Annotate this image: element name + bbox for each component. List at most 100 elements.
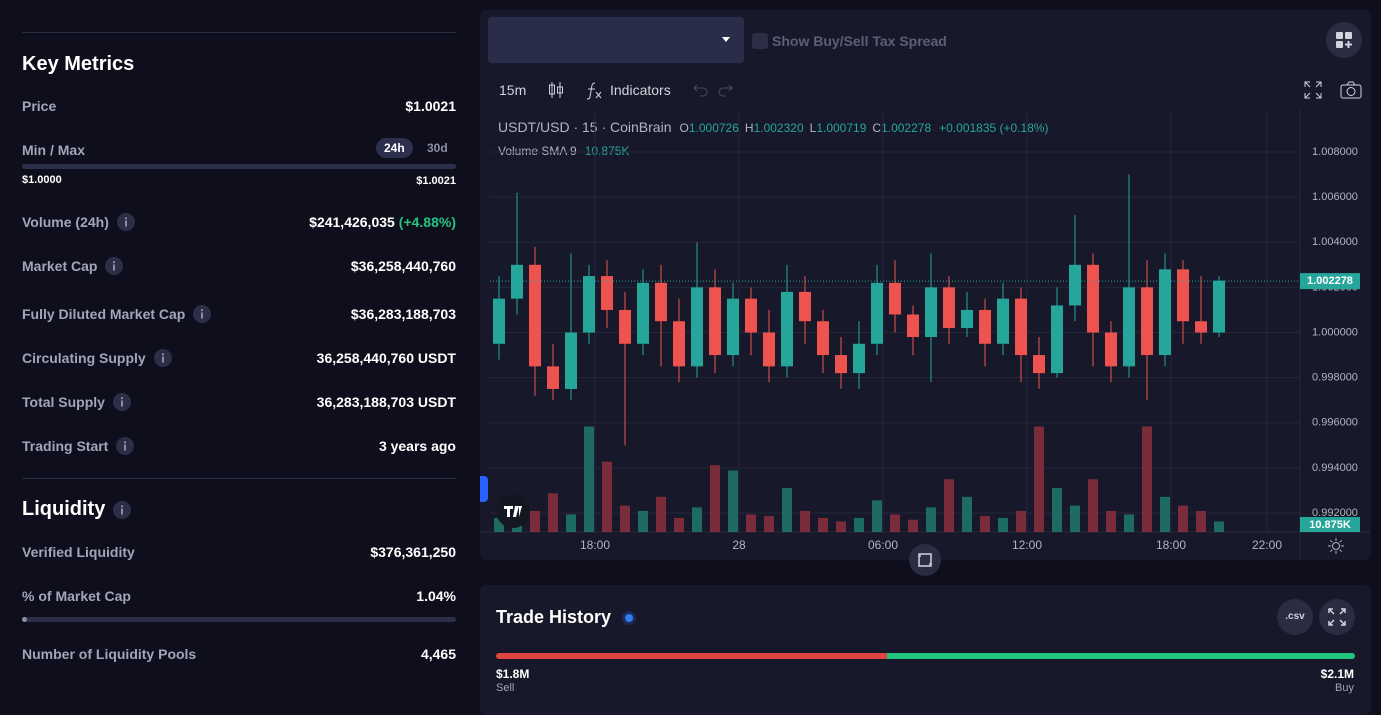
candle-body bbox=[691, 287, 703, 367]
candle-body bbox=[907, 314, 919, 338]
candle-body bbox=[835, 355, 847, 374]
volume-bar bbox=[1178, 505, 1188, 532]
screenshot-button[interactable] bbox=[1340, 80, 1362, 100]
metric-label: Verified Liquidity bbox=[22, 544, 135, 560]
volume-bar bbox=[656, 496, 666, 532]
volume-bar bbox=[998, 517, 1008, 532]
pair-dropdown[interactable] bbox=[488, 17, 744, 63]
indicator-name: Volume SMA 9 bbox=[498, 144, 577, 158]
undo-redo[interactable] bbox=[690, 82, 736, 98]
metric-value: $1.0021 bbox=[405, 98, 456, 114]
metric-row: Total Supply 36,283,188,703 USDT bbox=[22, 391, 456, 413]
buy-value: $2.1M bbox=[1320, 667, 1354, 681]
candle-body bbox=[1087, 264, 1099, 333]
buy-label: Buy bbox=[1335, 682, 1354, 694]
volume-bar bbox=[782, 488, 792, 532]
volume-bar bbox=[530, 510, 540, 532]
fx-icon[interactable] bbox=[585, 80, 605, 100]
fullscreen-button[interactable] bbox=[1303, 80, 1323, 100]
volume-bar bbox=[728, 470, 738, 532]
candle-body bbox=[1141, 287, 1153, 356]
candle-body bbox=[817, 321, 829, 356]
candle-body bbox=[727, 298, 739, 356]
metric-row: Verified Liquidity $376,361,250 bbox=[22, 541, 456, 563]
candle-body bbox=[709, 287, 721, 356]
checkbox-label[interactable]: Show Buy/Sell Tax Spread bbox=[772, 33, 947, 49]
x-tick-label: 06:00 bbox=[868, 538, 898, 552]
volume-bar bbox=[836, 521, 846, 532]
metric-label: Volume (24h) bbox=[22, 214, 109, 230]
range-tab[interactable]: 24h bbox=[376, 138, 413, 158]
metric-value: 36,258,440,760 USDT bbox=[316, 350, 456, 366]
info-icon[interactable] bbox=[116, 437, 135, 455]
volume-bar bbox=[926, 507, 936, 532]
ohlc-key: H bbox=[744, 121, 754, 135]
y-tick-label: 1.004000 bbox=[1312, 236, 1358, 248]
last-price-label: 1.002278 bbox=[1307, 275, 1353, 287]
volume-bar bbox=[872, 500, 882, 532]
metric-label: Circulating Supply bbox=[22, 350, 146, 366]
metric-label: Min / Max bbox=[22, 142, 86, 158]
volume-bar bbox=[1124, 514, 1134, 532]
metric-row: Trading Start 3 years ago bbox=[22, 435, 456, 457]
reset-button[interactable] bbox=[909, 544, 941, 576]
buy-sell-bar bbox=[496, 653, 1355, 659]
ohlc-item: H1.002320 bbox=[745, 121, 804, 135]
y-tick-label: 1.006000 bbox=[1312, 191, 1358, 203]
ohlc-item: O1.000726 bbox=[680, 121, 739, 135]
separator bbox=[22, 478, 456, 479]
add-widget-button[interactable] bbox=[1326, 22, 1362, 58]
share-bar bbox=[22, 617, 456, 622]
live-dot bbox=[622, 611, 636, 625]
volume-bar bbox=[692, 507, 702, 532]
info-icon[interactable] bbox=[116, 213, 135, 231]
volume-bar bbox=[800, 510, 810, 532]
ohlc-value: 1.002320 bbox=[753, 121, 804, 135]
volume-bar bbox=[890, 514, 900, 532]
symbol: USDT/USD · 15 · CoinBrain bbox=[498, 119, 672, 135]
info-icon[interactable] bbox=[153, 349, 172, 367]
candle-body bbox=[1105, 332, 1117, 367]
candle-body bbox=[547, 366, 559, 389]
volume-bar bbox=[908, 519, 918, 532]
interval-button[interactable]: 15m bbox=[499, 82, 527, 98]
volume-bar bbox=[566, 514, 576, 532]
ohlc-item: L1.000719 bbox=[810, 121, 867, 135]
csv-button[interactable]: .csv bbox=[1277, 599, 1313, 635]
x-tick-label: 18:00 bbox=[1156, 538, 1186, 552]
info-icon[interactable] bbox=[112, 393, 131, 411]
candle-body bbox=[1159, 269, 1171, 356]
volume-bar bbox=[854, 517, 864, 532]
checkbox[interactable] bbox=[752, 33, 768, 49]
candle-body bbox=[943, 287, 955, 328]
volume-bar bbox=[584, 426, 594, 532]
candle-body bbox=[601, 276, 613, 310]
metric-value: $36,283,188,703 bbox=[350, 306, 456, 322]
expand-button[interactable] bbox=[1319, 599, 1355, 635]
candle-body bbox=[1195, 321, 1207, 333]
metric-label: Number of Liquidity Pools bbox=[22, 646, 197, 662]
last-price-box bbox=[1300, 273, 1360, 290]
info-icon[interactable] bbox=[193, 305, 212, 323]
metric-label: Trading Start bbox=[22, 438, 109, 454]
ohlc-key: O bbox=[679, 121, 689, 135]
candle-body bbox=[1177, 269, 1189, 322]
tradingview-logo[interactable] bbox=[496, 494, 530, 528]
volume-bar bbox=[638, 510, 648, 532]
range-tab[interactable]: 30d bbox=[427, 141, 448, 155]
x-tick-label: 28 bbox=[732, 538, 746, 552]
settings-icon[interactable] bbox=[1328, 538, 1344, 554]
chart-type-button[interactable] bbox=[547, 80, 565, 100]
candle-body bbox=[1123, 287, 1135, 367]
candle-body bbox=[1033, 355, 1045, 374]
info-icon[interactable] bbox=[113, 500, 132, 519]
volume-bar bbox=[980, 516, 990, 532]
indicators-button[interactable]: Indicators bbox=[610, 82, 671, 98]
info-icon[interactable] bbox=[105, 257, 124, 275]
sell-share bbox=[496, 653, 887, 659]
candle-body bbox=[637, 282, 649, 344]
separator bbox=[22, 32, 456, 33]
side-toggle[interactable] bbox=[480, 476, 488, 502]
y-tick-label: 0.996000 bbox=[1312, 417, 1358, 429]
volume-bar bbox=[1016, 510, 1026, 532]
